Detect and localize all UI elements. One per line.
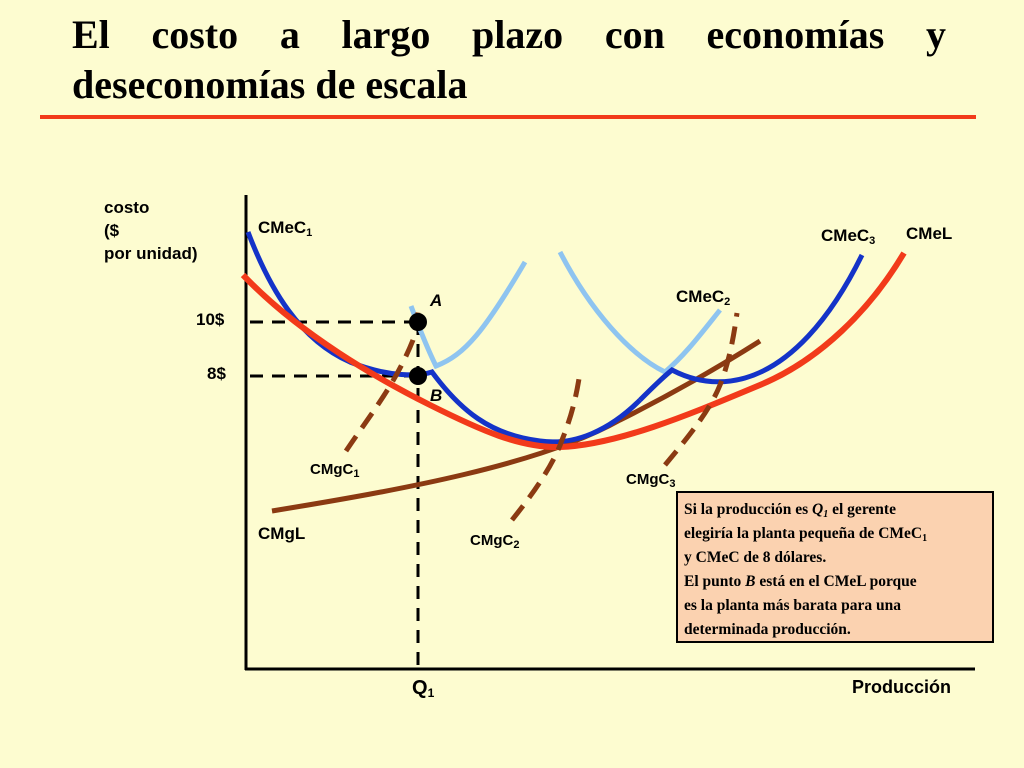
label-cmgc3: CMgC3 bbox=[626, 471, 676, 490]
label-cmec1: CMeC1 bbox=[258, 218, 313, 239]
y-axis-label: costo ($ por unidad) bbox=[104, 198, 198, 263]
y-tick-10: 10$ bbox=[196, 310, 225, 329]
point-b-label: B bbox=[430, 386, 443, 405]
label-cmel: CMeL bbox=[906, 224, 953, 243]
curve-cmgc2 bbox=[510, 371, 583, 522]
label-cmgl: CMgL bbox=[258, 524, 306, 543]
curve-cmec2-right bbox=[557, 250, 722, 375]
y-tick-8: 8$ bbox=[207, 364, 226, 383]
x-axis-label: Producción bbox=[852, 677, 952, 697]
point-a bbox=[409, 313, 427, 331]
note-line-3: y CMeC de 8 dólares. bbox=[684, 549, 827, 566]
label-cmec2: CMeC2 bbox=[676, 287, 731, 308]
label-cmgc2: CMgC2 bbox=[470, 532, 520, 551]
label-cmec3: CMeC3 bbox=[821, 226, 876, 247]
curve-cmec2-left bbox=[408, 260, 528, 370]
x-tick-q1: Q1 bbox=[412, 677, 435, 700]
curve-cmel bbox=[240, 251, 907, 451]
point-a-label: A bbox=[430, 291, 443, 310]
curve-cmgc3 bbox=[663, 312, 740, 467]
point-b bbox=[409, 367, 427, 385]
note-line-4: El punto B está en el CMeL porque bbox=[684, 573, 917, 590]
label-cmgc1: CMgC1 bbox=[310, 461, 360, 480]
curve-cmec3 bbox=[638, 253, 865, 402]
note-line-6: determinada producción. bbox=[684, 621, 851, 638]
note-line-5: es la planta más barata para una bbox=[684, 597, 902, 614]
explanation-note: Si la producción es Q1 el gerente elegir… bbox=[676, 491, 994, 643]
note-line-1: Si la producción es Q1 el gerente bbox=[684, 501, 896, 520]
title-underline bbox=[40, 115, 976, 119]
curve-cmgl bbox=[271, 338, 762, 514]
page-title: El costo a largo plazo con economías y d… bbox=[72, 12, 946, 107]
note-line-2: elegiría la planta pequeña de CMeC1 bbox=[684, 525, 928, 544]
